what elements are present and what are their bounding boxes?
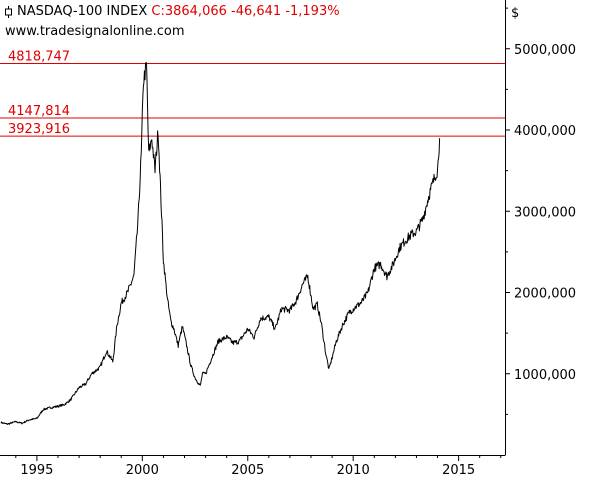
level-label: 3923,916 [8, 122, 70, 137]
chart-title: NASDAQ-100 INDEX [17, 4, 148, 19]
level-label: 4147,814 [8, 104, 70, 119]
y-tick-label: 1000,000 [514, 368, 576, 383]
website-label: www.tradesignalonline.com [5, 24, 185, 39]
y-tick-label: 5000,000 [514, 43, 576, 58]
x-tick-label: 2015 [442, 463, 475, 478]
quote-text: C:3864,066 -46,641 -1,193% [151, 4, 340, 19]
y-tick-label: 2000,000 [514, 287, 576, 302]
y-tick-label: 4000,000 [514, 124, 576, 139]
y-tick-label: 3000,000 [514, 205, 576, 220]
x-tick-label: 1995 [20, 463, 53, 478]
level-lines: 4818,747 4147,814 3923,916 [0, 49, 505, 137]
x-tick-label: 2010 [337, 463, 370, 478]
x-tick-label: 2005 [231, 463, 264, 478]
candlestick-icon [5, 6, 12, 18]
currency-label: $ [511, 6, 520, 21]
price-line-layer [0, 62, 441, 425]
header-line: NASDAQ-100 INDEX C:3864,066 -46,641 -1,1… [17, 4, 340, 19]
axes: 1000,000 2000,000 3000,000 4000,000 5000,000… [0, 0, 576, 478]
price-line [0, 62, 441, 425]
x-tick-label: 2000 [126, 463, 159, 478]
level-label: 4818,747 [8, 49, 70, 64]
